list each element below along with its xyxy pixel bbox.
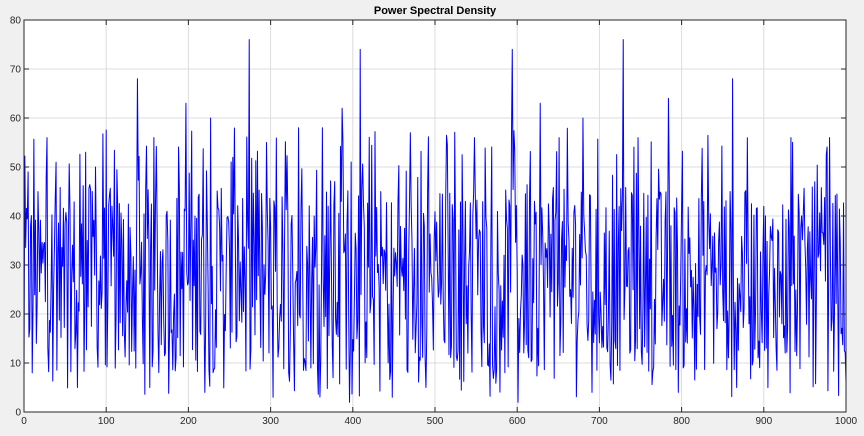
y-tick-label: 40	[10, 212, 22, 223]
psd-line	[23, 39, 847, 403]
y-tick-label: 10	[10, 359, 22, 370]
x-tick-label: 400	[344, 416, 361, 427]
psd-series	[23, 39, 847, 403]
x-tick-label: 500	[427, 416, 444, 427]
x-tick-label: 900	[755, 416, 772, 427]
chart-title: Power Spectral Density	[374, 5, 497, 17]
y-tick-label: 0	[15, 408, 21, 419]
x-tick-label: 600	[509, 416, 526, 427]
x-tick-label: 0	[21, 416, 27, 427]
y-tick-label: 50	[10, 163, 22, 174]
x-tick-label: 700	[591, 416, 608, 427]
y-tick-label: 30	[10, 261, 22, 272]
y-tick-label: 20	[10, 310, 22, 321]
y-tick-label: 60	[10, 114, 22, 125]
y-tick-label: 70	[10, 65, 22, 76]
x-tick-label: 200	[180, 416, 197, 427]
axis-ticks: 0 100 200 300 400 500 600 700 800 900 1000 0 10 20 30 4…	[10, 16, 858, 428]
x-tick-label: 800	[673, 416, 690, 427]
x-tick-label: 100	[98, 416, 115, 427]
x-tick-label: 300	[262, 416, 279, 427]
x-tick-label: 1000	[835, 416, 858, 427]
y-tick-label: 80	[10, 16, 22, 27]
